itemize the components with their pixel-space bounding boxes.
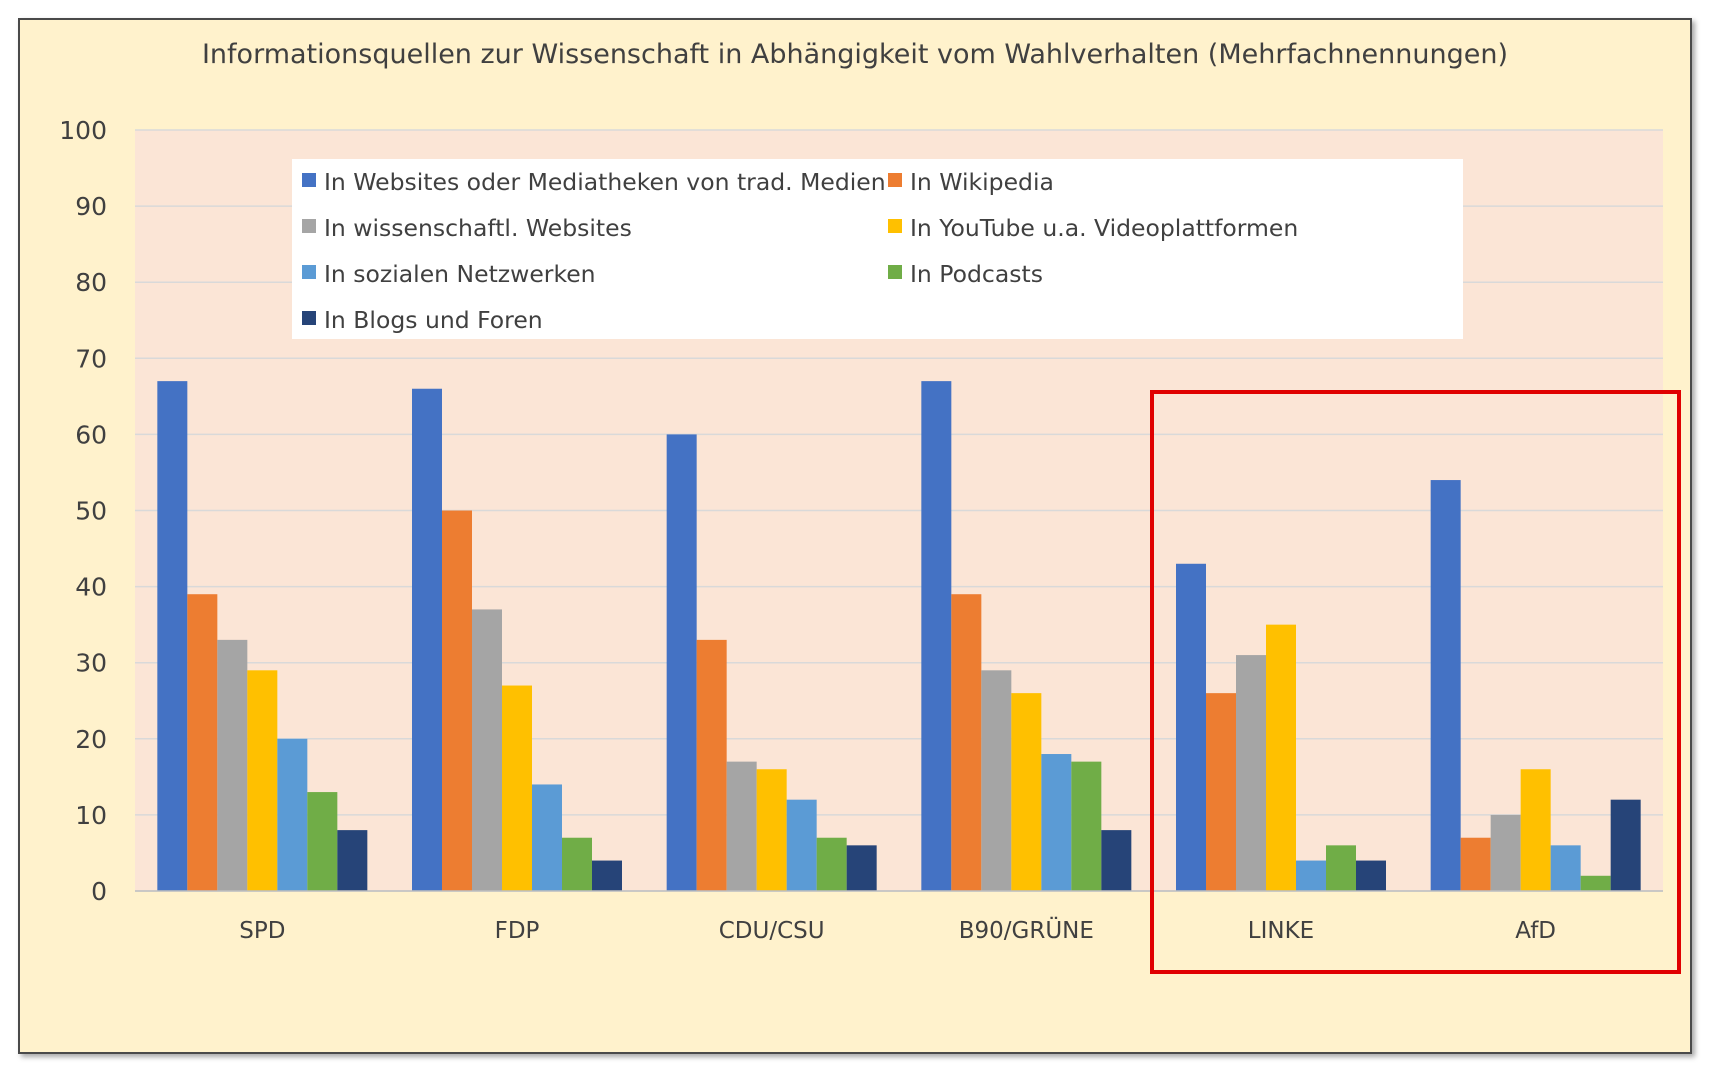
legend: In Websites oder Mediatheken von trad. M… xyxy=(292,159,1463,339)
bar xyxy=(726,761,757,891)
legend-label: In sozialen Netzwerken xyxy=(324,260,596,288)
bar xyxy=(157,381,188,891)
y-tick-label: 80 xyxy=(75,268,107,297)
y-tick-label: 100 xyxy=(59,116,107,145)
legend-label: In Blogs und Foren xyxy=(324,306,543,334)
bar xyxy=(532,784,562,891)
bar xyxy=(666,434,697,891)
x-tick-label: B90/GRÜNE xyxy=(959,916,1094,944)
legend-swatch xyxy=(302,219,316,233)
bar xyxy=(1071,761,1102,891)
legend-label: In Websites oder Mediatheken von trad. M… xyxy=(324,168,886,196)
bar xyxy=(1520,769,1551,891)
bar xyxy=(756,769,787,891)
bar xyxy=(1356,860,1386,891)
legend-label: In YouTube u.a. Videoplattformen xyxy=(910,214,1298,242)
bar xyxy=(1326,845,1356,891)
bar xyxy=(696,639,727,891)
legend-swatch xyxy=(302,173,316,187)
bar xyxy=(921,381,952,891)
bar xyxy=(1430,480,1461,891)
bar xyxy=(1296,860,1326,891)
bar xyxy=(412,388,442,891)
x-tick-label: LINKE xyxy=(1248,918,1314,944)
y-tick-label: 90 xyxy=(75,192,107,221)
bar xyxy=(1266,624,1296,891)
legend-swatch xyxy=(302,311,316,325)
bar xyxy=(951,594,982,891)
y-tick-label: 50 xyxy=(75,497,107,526)
bar xyxy=(1236,655,1266,891)
legend-label: In Wikipedia xyxy=(910,168,1054,196)
legend-swatch xyxy=(302,265,316,279)
bar xyxy=(1101,830,1132,891)
bar xyxy=(277,738,308,891)
bar xyxy=(247,670,278,891)
y-tick-label: 0 xyxy=(91,877,107,906)
x-tick-label: AfD xyxy=(1515,918,1556,944)
bar xyxy=(846,845,877,891)
bar xyxy=(981,670,1012,891)
x-tick-label: CDU/CSU xyxy=(719,918,825,944)
bar xyxy=(187,594,218,891)
y-tick-label: 70 xyxy=(75,344,107,373)
x-tick-label: FDP xyxy=(495,918,540,944)
bar xyxy=(1011,693,1042,891)
bars xyxy=(135,381,1663,892)
y-tick-label: 20 xyxy=(75,725,107,754)
bar xyxy=(1580,875,1611,891)
bar xyxy=(786,799,817,891)
bar xyxy=(1176,563,1206,891)
bar xyxy=(1610,799,1641,891)
bar xyxy=(337,830,368,891)
legend-label: In Podcasts xyxy=(910,260,1043,288)
bar xyxy=(502,685,532,891)
bar xyxy=(472,609,502,891)
bar xyxy=(307,792,338,891)
bar xyxy=(562,837,592,891)
y-tick-label: 40 xyxy=(75,573,107,602)
bar xyxy=(217,639,248,891)
x-tick-label: SPD xyxy=(239,918,285,944)
y-tick-label: 60 xyxy=(75,420,107,449)
legend-swatch xyxy=(888,173,902,187)
legend-label: In wissenschaftl. Websites xyxy=(324,214,632,242)
bar xyxy=(592,860,622,891)
bar xyxy=(442,510,472,891)
bar xyxy=(1490,814,1521,891)
legend-swatch xyxy=(888,219,902,233)
bar xyxy=(816,837,847,891)
chart-title: Informationsquellen zur Wissenschaft in … xyxy=(202,39,1508,70)
bar xyxy=(1206,693,1236,891)
legend-swatch xyxy=(888,265,902,279)
y-tick-label: 30 xyxy=(75,649,107,678)
bar xyxy=(1460,837,1491,891)
y-axis-ticks: 0 10 20 30 40 50 60 70 80 90 100 xyxy=(59,116,107,906)
highlight-box xyxy=(1150,390,1681,974)
bar xyxy=(1550,845,1581,891)
y-tick-label: 10 xyxy=(75,801,107,830)
x-axis-ticks: SPD FDP CDU/CSU B90/GRÜNE LINKE AfD xyxy=(239,916,1556,944)
bar xyxy=(1041,754,1072,891)
legend-box xyxy=(292,159,1463,339)
